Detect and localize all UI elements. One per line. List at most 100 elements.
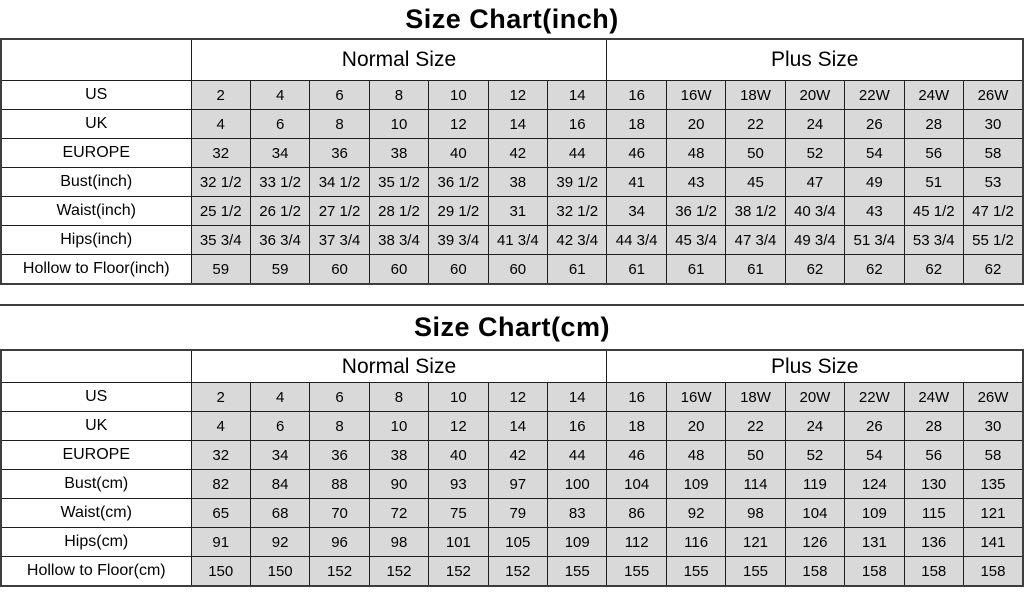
size-cell: 2 xyxy=(190,382,251,412)
size-cell: 22 xyxy=(725,411,786,441)
size-cell: 12 xyxy=(487,382,549,412)
row-label: Hollow to Floor(cm) xyxy=(0,556,192,587)
size-cell: 116 xyxy=(665,527,727,557)
size-cell: 51 xyxy=(903,167,964,197)
size-cell: 105 xyxy=(487,527,549,557)
size-cell: 38 xyxy=(368,440,430,470)
size-cell: 6 xyxy=(249,411,311,441)
size-row: UK 4 6 8 10 12 14 16 18 20 22 24 26 28 30 xyxy=(0,109,1024,139)
size-cell: 16 xyxy=(547,109,608,139)
size-cell: 42 3/4 xyxy=(547,225,608,255)
size-cell: 4 xyxy=(249,382,311,412)
size-cell: 8 xyxy=(309,411,370,441)
size-cell: 52 xyxy=(784,138,846,168)
size-cell: 18W xyxy=(725,80,786,110)
size-cell: 35 1/2 xyxy=(368,167,430,197)
size-cell: 20W xyxy=(784,382,846,412)
size-cell: 35 3/4 xyxy=(190,225,251,255)
size-cell: 44 xyxy=(547,440,608,470)
size-cell: 28 1/2 xyxy=(368,196,430,226)
size-cell: 58 xyxy=(962,138,1024,168)
size-cell: 12 xyxy=(428,109,489,139)
size-cell: 40 xyxy=(428,440,489,470)
size-cell: 39 1/2 xyxy=(547,167,608,197)
size-cell: 12 xyxy=(487,80,549,110)
size-row: Hips(cm) 91 92 96 98 101 105 109 112 116 121 126 131… xyxy=(0,527,1024,557)
size-cell: 135 xyxy=(962,469,1024,499)
size-cell: 14 xyxy=(547,382,608,412)
size-cell: 40 xyxy=(428,138,489,168)
size-cell: 136 xyxy=(903,527,964,557)
size-cell: 65 xyxy=(190,498,251,528)
size-cell: 62 xyxy=(844,254,905,285)
size-cell: 45 xyxy=(725,167,786,197)
size-cell: 26W xyxy=(962,382,1024,412)
size-chart-cm-title: Size Chart(cm) xyxy=(413,312,611,342)
size-cell: 56 xyxy=(903,138,964,168)
size-cell: 34 xyxy=(249,440,311,470)
size-cell: 51 3/4 xyxy=(844,225,905,255)
size-cell: 62 xyxy=(784,254,846,285)
size-row: US 2 4 6 8 10 12 14 16 16W 18W 20W 22W 24W 26W xyxy=(0,382,1024,412)
size-cell: 158 xyxy=(962,556,1024,587)
size-cell: 42 xyxy=(487,138,549,168)
size-cell: 6 xyxy=(309,80,370,110)
size-cell: 53 xyxy=(962,167,1024,197)
size-cell: 16 xyxy=(606,80,667,110)
size-chart-cm-table-container: Normal Size Plus Size US 2 4 6 8 10 12 14 16 16W 18W… xyxy=(0,349,1024,587)
size-cell: 130 xyxy=(903,469,964,499)
size-cell: 93 xyxy=(428,469,489,499)
size-cell: 38 xyxy=(368,138,430,168)
size-cell: 46 xyxy=(606,440,667,470)
row-label: UK xyxy=(0,411,192,441)
size-cell: 45 3/4 xyxy=(665,225,727,255)
size-cell: 41 3/4 xyxy=(487,225,549,255)
size-cell: 50 xyxy=(725,440,786,470)
size-cell: 61 xyxy=(725,254,786,285)
size-cell: 150 xyxy=(249,556,311,587)
size-cell: 119 xyxy=(784,469,846,499)
size-cell: 22W xyxy=(844,382,905,412)
size-cell: 91 xyxy=(190,527,251,557)
size-cell: 60 xyxy=(487,254,549,285)
size-cell: 16W xyxy=(665,80,727,110)
size-cell: 150 xyxy=(190,556,251,587)
size-row: EUROPE 32 34 36 38 40 42 44 46 48 50 52 54 56 58 xyxy=(0,138,1024,168)
normal-size-header: Normal Size xyxy=(190,38,608,81)
size-cell: 158 xyxy=(844,556,905,587)
size-cell: 8 xyxy=(368,80,430,110)
size-cell: 61 xyxy=(547,254,608,285)
row-label: Waist(cm) xyxy=(0,498,192,528)
size-cell: 75 xyxy=(428,498,489,528)
size-cell: 61 xyxy=(606,254,667,285)
size-cell: 70 xyxy=(309,498,370,528)
size-chart-inch-title: Size Chart(inch) xyxy=(405,4,619,34)
size-cell: 43 xyxy=(844,196,905,226)
size-cell: 54 xyxy=(844,440,905,470)
size-cell: 121 xyxy=(725,527,786,557)
row-label: US xyxy=(0,80,192,110)
size-cell: 18W xyxy=(725,382,786,412)
size-cell: 31 xyxy=(487,196,549,226)
size-cell: 33 1/2 xyxy=(249,167,311,197)
size-cell: 44 xyxy=(547,138,608,168)
size-cell: 82 xyxy=(190,469,251,499)
row-label: Bust(cm) xyxy=(0,469,192,499)
size-cell: 47 3/4 xyxy=(725,225,786,255)
size-cell: 14 xyxy=(547,80,608,110)
size-cell: 8 xyxy=(368,382,430,412)
size-cell: 155 xyxy=(606,556,667,587)
size-cell: 32 1/2 xyxy=(547,196,608,226)
corner-cell xyxy=(0,349,192,383)
size-cell: 10 xyxy=(428,80,489,110)
size-cell: 47 xyxy=(784,167,846,197)
size-cell: 49 xyxy=(844,167,905,197)
size-cell: 152 xyxy=(487,556,549,587)
size-cell: 24W xyxy=(903,382,964,412)
size-table-inch: Normal Size Plus Size US 2 4 6 8 10 12 14 16 16W 18W… xyxy=(0,38,1024,285)
size-cell: 109 xyxy=(665,469,727,499)
size-row: Hips(inch) 35 3/4 36 3/4 37 3/4 38 3/4 39 3/4… xyxy=(0,225,1024,255)
size-cell: 26 xyxy=(844,411,905,441)
size-cell: 155 xyxy=(665,556,727,587)
size-cell: 32 xyxy=(190,440,251,470)
